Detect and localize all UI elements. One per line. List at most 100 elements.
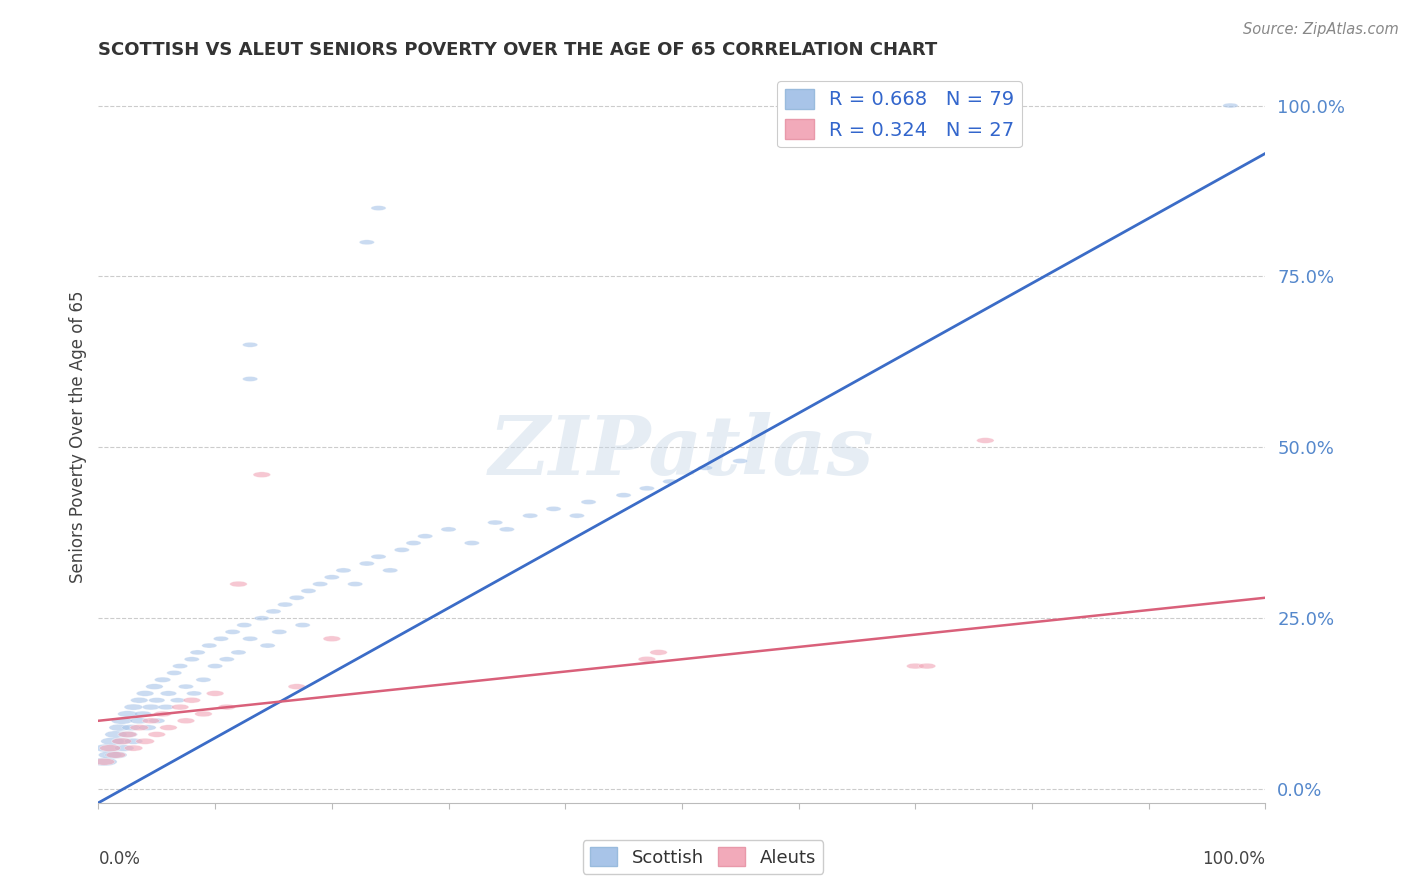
Ellipse shape <box>177 718 194 723</box>
Ellipse shape <box>173 664 187 668</box>
Ellipse shape <box>124 745 143 751</box>
Ellipse shape <box>295 623 311 627</box>
Ellipse shape <box>323 636 340 641</box>
Ellipse shape <box>697 466 713 470</box>
Ellipse shape <box>96 744 121 752</box>
Ellipse shape <box>253 472 270 477</box>
Ellipse shape <box>371 206 387 211</box>
Ellipse shape <box>101 738 124 745</box>
Ellipse shape <box>91 757 117 766</box>
Ellipse shape <box>167 671 181 675</box>
Ellipse shape <box>616 492 631 498</box>
Ellipse shape <box>142 705 160 710</box>
Ellipse shape <box>236 623 252 627</box>
Ellipse shape <box>260 643 276 648</box>
Ellipse shape <box>406 541 420 546</box>
Ellipse shape <box>499 527 515 532</box>
Ellipse shape <box>184 657 200 662</box>
Ellipse shape <box>977 438 994 443</box>
Ellipse shape <box>146 684 163 690</box>
Ellipse shape <box>219 657 235 662</box>
Ellipse shape <box>394 548 409 552</box>
Text: 0.0%: 0.0% <box>98 850 141 868</box>
Ellipse shape <box>124 739 143 744</box>
Ellipse shape <box>382 568 398 573</box>
Ellipse shape <box>118 731 138 738</box>
Ellipse shape <box>581 500 596 505</box>
Ellipse shape <box>201 643 217 648</box>
Legend: R = 0.668   N = 79, R = 0.324   N = 27: R = 0.668 N = 79, R = 0.324 N = 27 <box>778 81 1022 147</box>
Ellipse shape <box>149 698 165 703</box>
Ellipse shape <box>1223 103 1237 108</box>
Text: 100.0%: 100.0% <box>1202 850 1265 868</box>
Ellipse shape <box>243 636 257 641</box>
Ellipse shape <box>118 711 138 717</box>
Ellipse shape <box>214 636 229 641</box>
Ellipse shape <box>194 711 212 717</box>
Y-axis label: Seniors Poverty Over the Age of 65: Seniors Poverty Over the Age of 65 <box>69 291 87 583</box>
Ellipse shape <box>105 731 127 738</box>
Ellipse shape <box>124 704 143 710</box>
Ellipse shape <box>640 486 654 491</box>
Ellipse shape <box>118 731 136 738</box>
Ellipse shape <box>148 731 166 738</box>
Ellipse shape <box>136 739 155 744</box>
Ellipse shape <box>523 513 537 518</box>
Ellipse shape <box>733 458 748 464</box>
Ellipse shape <box>183 698 201 703</box>
Ellipse shape <box>360 240 374 244</box>
Ellipse shape <box>336 568 352 573</box>
Ellipse shape <box>229 582 247 587</box>
Ellipse shape <box>347 582 363 587</box>
Ellipse shape <box>662 479 678 484</box>
Ellipse shape <box>271 630 287 634</box>
Ellipse shape <box>131 698 148 703</box>
Ellipse shape <box>134 711 152 717</box>
Ellipse shape <box>122 724 141 731</box>
Ellipse shape <box>112 738 132 745</box>
Ellipse shape <box>111 738 132 745</box>
Ellipse shape <box>108 724 129 731</box>
Ellipse shape <box>464 541 479 546</box>
Ellipse shape <box>650 649 668 656</box>
Ellipse shape <box>100 745 121 751</box>
Ellipse shape <box>98 751 122 759</box>
Ellipse shape <box>179 684 194 689</box>
Ellipse shape <box>371 554 387 559</box>
Ellipse shape <box>129 724 149 731</box>
Ellipse shape <box>266 609 281 614</box>
Ellipse shape <box>105 751 127 758</box>
Ellipse shape <box>546 507 561 511</box>
Ellipse shape <box>312 582 328 587</box>
Ellipse shape <box>918 664 936 669</box>
Ellipse shape <box>288 684 305 690</box>
Ellipse shape <box>136 690 153 697</box>
Ellipse shape <box>149 718 165 723</box>
Ellipse shape <box>301 589 316 593</box>
Text: Source: ZipAtlas.com: Source: ZipAtlas.com <box>1243 22 1399 37</box>
Text: SCOTTISH VS ALEUT SENIORS POVERTY OVER THE AGE OF 65 CORRELATION CHART: SCOTTISH VS ALEUT SENIORS POVERTY OVER T… <box>98 41 938 59</box>
Ellipse shape <box>441 527 456 532</box>
Ellipse shape <box>111 717 132 724</box>
Ellipse shape <box>418 533 433 539</box>
Ellipse shape <box>139 725 156 731</box>
Ellipse shape <box>231 650 246 655</box>
Ellipse shape <box>129 718 149 723</box>
Ellipse shape <box>290 595 304 600</box>
Ellipse shape <box>254 615 270 621</box>
Ellipse shape <box>160 725 177 731</box>
Ellipse shape <box>157 705 174 710</box>
Ellipse shape <box>190 650 205 655</box>
Legend: Scottish, Aleuts: Scottish, Aleuts <box>582 840 824 874</box>
Ellipse shape <box>360 561 374 566</box>
Ellipse shape <box>638 657 655 662</box>
Ellipse shape <box>907 664 924 669</box>
Ellipse shape <box>207 690 224 697</box>
Ellipse shape <box>277 602 292 607</box>
Ellipse shape <box>225 630 240 634</box>
Ellipse shape <box>153 711 172 717</box>
Text: ZIPatlas: ZIPatlas <box>489 412 875 491</box>
Ellipse shape <box>195 677 211 682</box>
Ellipse shape <box>243 343 257 347</box>
Ellipse shape <box>569 513 585 518</box>
